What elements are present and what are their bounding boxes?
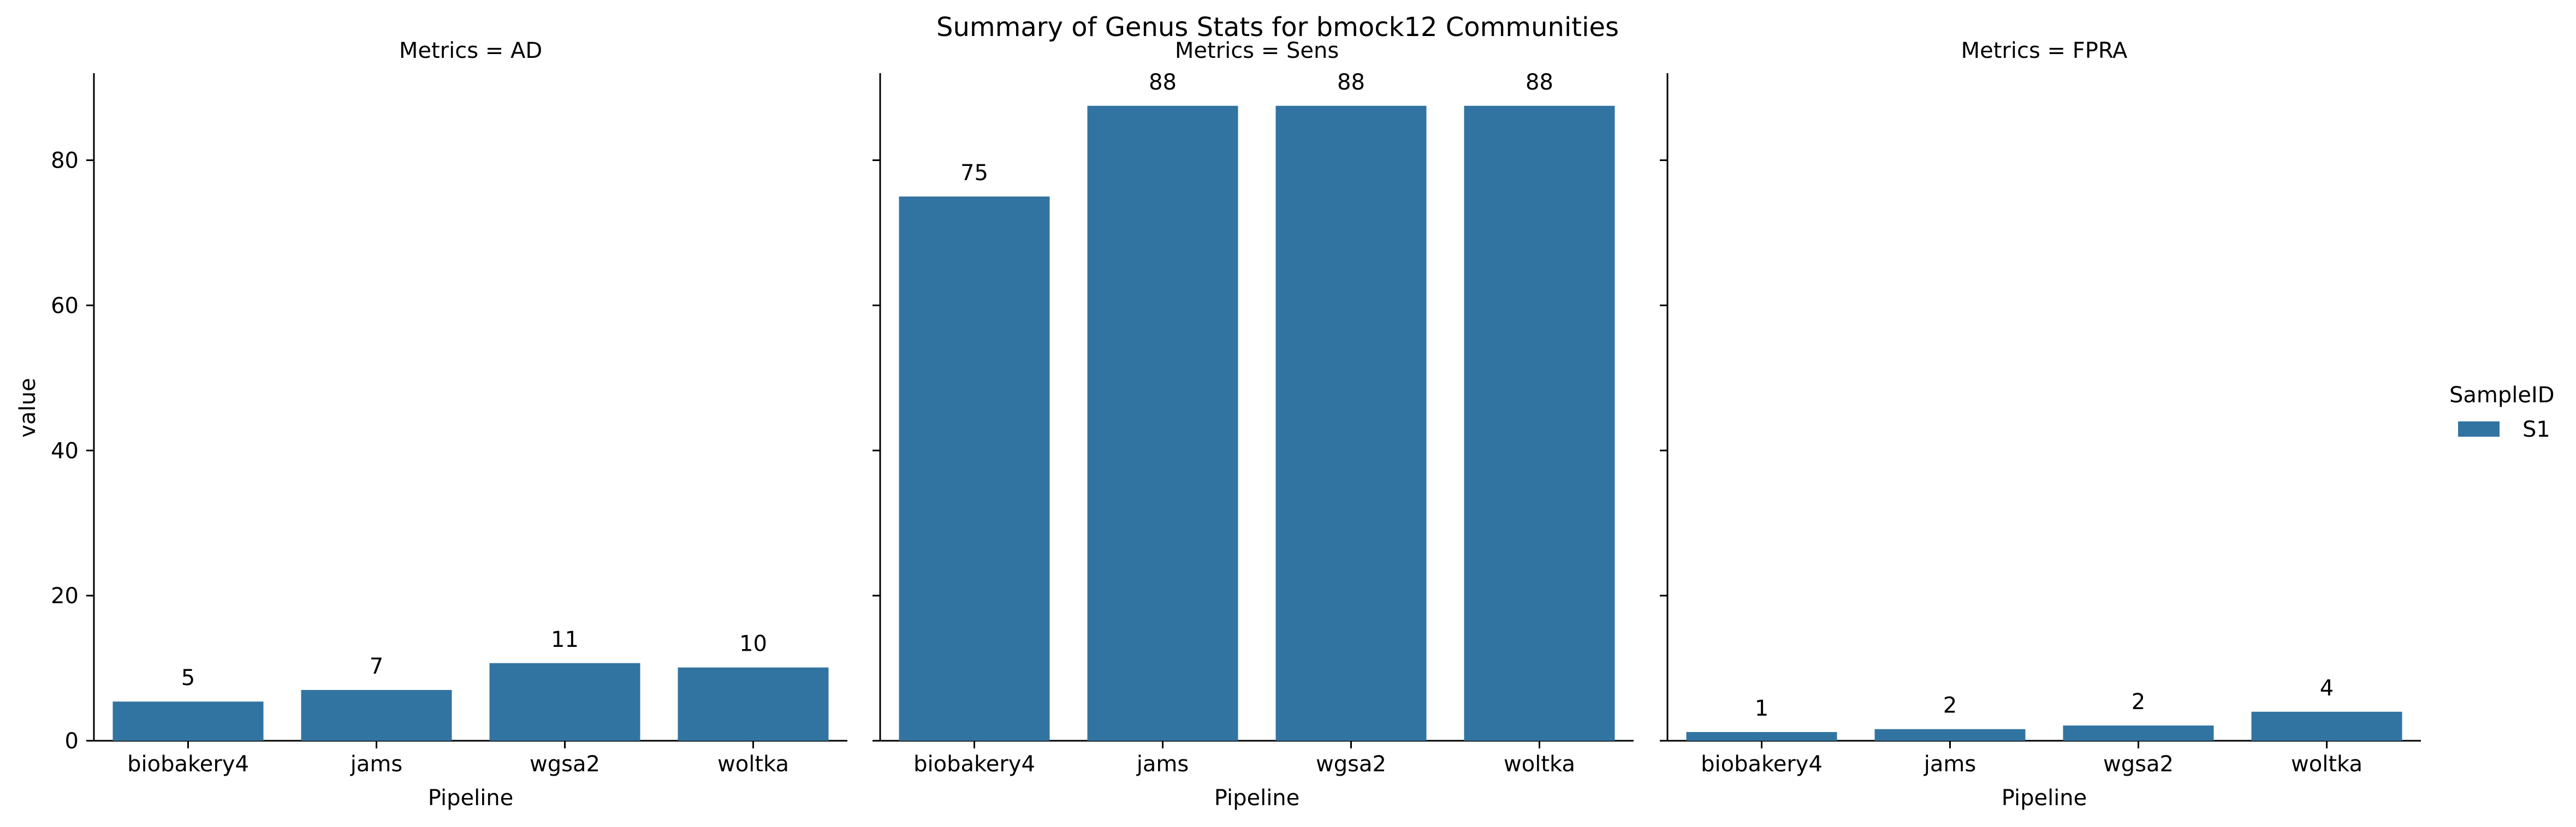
facet-title: Metrics = FPRA: [1961, 38, 2128, 63]
x-tick-label: biobakery4: [913, 752, 1035, 777]
y-tick-label: 80: [51, 148, 79, 174]
facet-title: Metrics = Sens: [1175, 38, 1339, 63]
data-label: 88: [1149, 70, 1177, 95]
bar-wgsa2: [489, 663, 640, 741]
x-tick-label: wgsa2: [530, 752, 600, 777]
data-label: 1: [1755, 696, 1768, 721]
facet-panel-2: Metrics = Sens 75 biobakery4 88 jams 88 wgsa2 8…: [872, 38, 1634, 811]
data-label: 2: [1943, 693, 1957, 718]
y-tick-label: 0: [65, 729, 79, 754]
facets: Metrics = AD 0 20 40 60 80 5 biobakery4 7 jams 11 w…: [51, 38, 2421, 811]
bar-wgsa2: [2063, 725, 2214, 741]
bar-woltka: [678, 667, 829, 741]
data-label: 75: [960, 160, 988, 186]
x-axis-label: Pipeline: [2002, 786, 2087, 811]
data-label: 88: [1526, 70, 1553, 95]
bar-biobakery4: [899, 196, 1050, 741]
data-label: 5: [181, 665, 195, 691]
x-tick-label: jams: [1924, 752, 1976, 777]
y-tick-label: 60: [51, 293, 79, 318]
x-tick-label: wgsa2: [2103, 752, 2174, 777]
facet-title: Metrics = AD: [399, 38, 542, 63]
x-tick-label: wgsa2: [1316, 752, 1386, 777]
data-label: 4: [2320, 676, 2334, 701]
bar-wgsa2: [1275, 105, 1427, 741]
data-label: 10: [739, 632, 767, 657]
data-label: 88: [1337, 70, 1365, 95]
data-label: 11: [551, 627, 579, 652]
legend-title: SampleID: [2449, 383, 2555, 408]
bar-woltka: [2251, 711, 2402, 741]
y-tick-label: 20: [51, 584, 79, 609]
chart-title: Summary of Genus Stats for bmock12 Commu…: [936, 12, 1619, 43]
x-tick-label: jams: [1136, 752, 1189, 777]
facet-panel-3: Metrics = FPRA 1 biobakery4 2 jams 2 wgsa2 4 wol…: [1660, 38, 2421, 811]
x-tick-label: woltka: [2291, 752, 2363, 777]
bar-jams: [301, 689, 452, 741]
legend: SampleID S1: [2449, 383, 2555, 442]
x-tick-label: woltka: [1504, 752, 1575, 777]
bar-biobakery4: [1686, 732, 1837, 741]
bar-jams: [1087, 105, 1238, 741]
data-label: 2: [2132, 689, 2145, 715]
x-tick-label: biobakery4: [1701, 752, 1823, 777]
legend-label-s1: S1: [2522, 417, 2550, 442]
x-tick-label: biobakery4: [127, 752, 249, 777]
x-axis-label: Pipeline: [1214, 786, 1300, 811]
bar-woltka: [1464, 105, 1615, 741]
x-tick-label: woltka: [717, 752, 789, 777]
y-axis-label: value: [15, 378, 40, 437]
y-tick-label: 40: [51, 438, 79, 463]
data-label: 7: [370, 654, 383, 679]
x-axis-label: Pipeline: [428, 786, 514, 811]
facet-panel-1: Metrics = AD 0 20 40 60 80 5 biobakery4 7 jams 11 w…: [51, 38, 847, 811]
bar-jams: [1874, 729, 2026, 741]
x-tick-label: jams: [350, 752, 402, 777]
bar-biobakery4: [112, 701, 264, 741]
legend-swatch-s1: [2458, 421, 2500, 437]
